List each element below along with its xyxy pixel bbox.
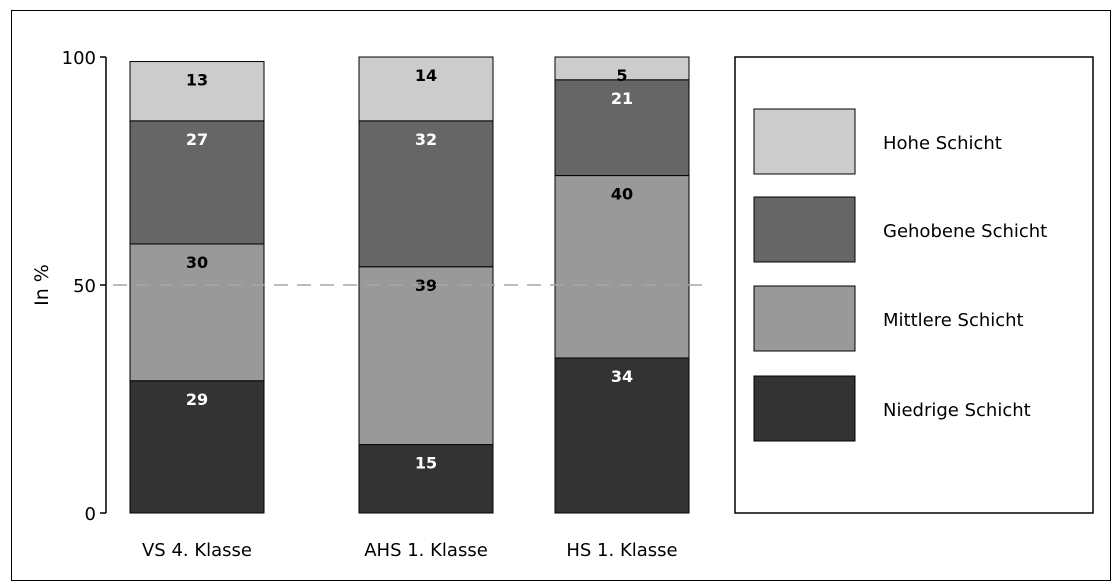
y-axis-label: In %: [31, 264, 53, 306]
legend-label: Gehobene Schicht: [883, 221, 1047, 242]
bar-segment: [358, 266, 494, 446]
data-label: 14: [415, 66, 437, 85]
legend-label: Niedrige Schicht: [883, 400, 1031, 421]
bar-segment: [358, 56, 494, 122]
legend-label: Mittlere Schicht: [883, 310, 1024, 331]
x-tick-label: VS 4. Klasse: [142, 540, 252, 561]
legend-label: Hohe Schicht: [883, 133, 1002, 154]
data-label: 40: [611, 185, 633, 204]
bar-segment: [358, 120, 494, 268]
legend-swatch: [753, 108, 856, 175]
x-tick-label: HS 1. Klasse: [566, 540, 677, 561]
bar-segment: [129, 61, 265, 122]
data-label: 29: [186, 390, 208, 409]
legend-swatch: [753, 375, 856, 442]
data-label: 34: [611, 367, 633, 386]
bar-segment: [554, 175, 690, 359]
x-tick-label: AHS 1. Klasse: [364, 540, 488, 561]
bar-segment: [554, 56, 690, 81]
y-tick-label: 100: [62, 48, 96, 69]
data-label: 30: [186, 253, 208, 272]
data-label: 27: [186, 130, 208, 149]
bar-segment: [554, 357, 690, 514]
bar-segment: [129, 120, 265, 245]
data-label: 13: [186, 71, 208, 90]
bar-segment: [554, 79, 690, 177]
data-label: 15: [415, 454, 437, 473]
data-label: 21: [611, 89, 633, 108]
y-tick-label: 50: [73, 276, 96, 297]
legend-swatch: [753, 196, 856, 263]
data-label: 5: [616, 66, 627, 85]
y-tick-label: 0: [85, 504, 96, 525]
legend-swatch: [753, 285, 856, 352]
bar-segment: [129, 380, 265, 514]
data-label: 32: [415, 130, 437, 149]
bar-segment: [358, 444, 494, 514]
